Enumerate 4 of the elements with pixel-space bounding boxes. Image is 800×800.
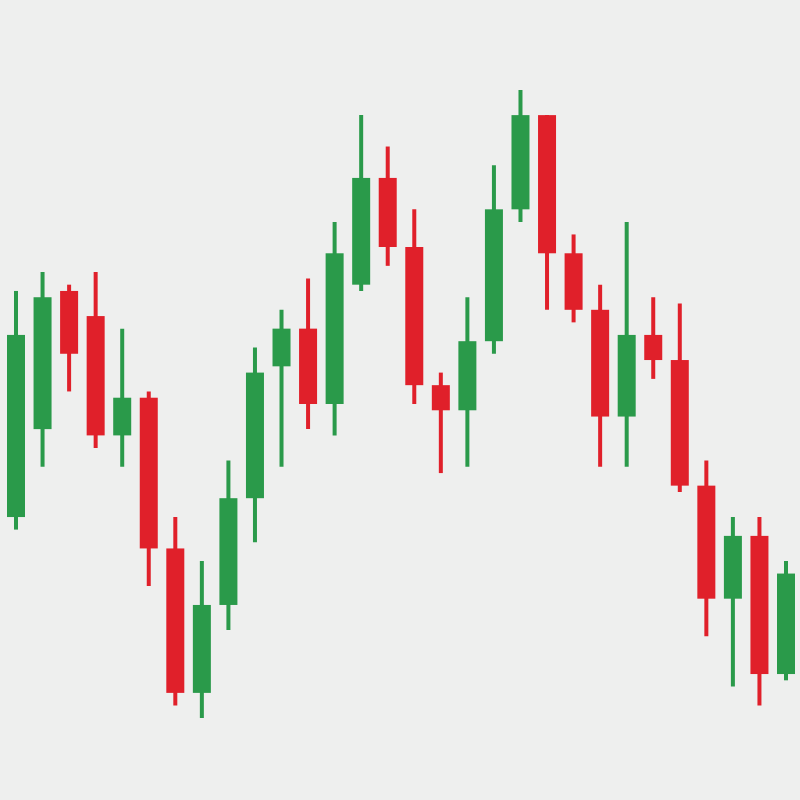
- candlestick: [272, 307, 291, 469]
- candlestick: [431, 370, 450, 476]
- candlestick: [113, 326, 132, 469]
- candlestick: [644, 295, 663, 381]
